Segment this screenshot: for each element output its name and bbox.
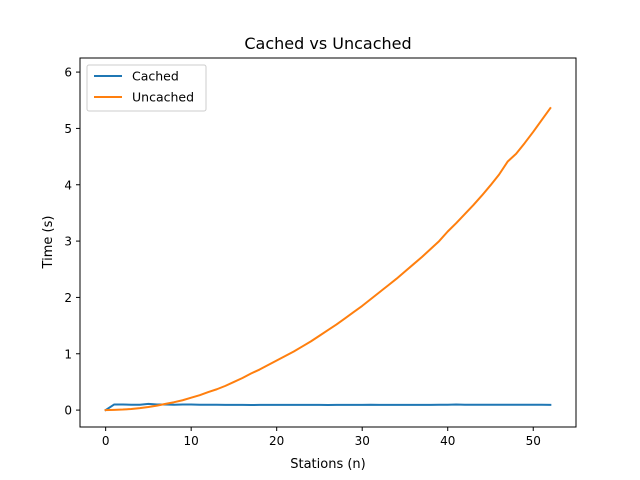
series-line-cached [104,402,552,412]
y-tick-label: 5 [64,122,72,136]
legend-label-uncached: Uncached [132,90,194,105]
x-tick-label: 50 [526,434,541,448]
y-tick-label: 0 [64,404,72,418]
x-tick-label: 0 [102,434,110,448]
plot-area [80,58,576,427]
x-axis-label: Stations (n) [290,457,366,472]
x-tick-label: 10 [184,434,199,448]
y-tick-label: 1 [64,347,72,361]
axes-frame [79,57,577,428]
x-axis-ticks: 0 10 20 30 40 50 [102,427,541,448]
series-line-uncached [104,106,552,412]
legend-label-cached: Cached [132,69,179,84]
y-axis-ticks: 0 1 2 3 4 5 6 [64,66,80,418]
y-tick-label: 3 [64,235,72,249]
series-layer [104,106,552,412]
y-tick-label: 2 [64,291,72,305]
legend: Cached Uncached [86,64,207,112]
y-axis-label: Time (s) [41,216,56,270]
y-tick-label: 6 [64,66,72,80]
y-tick-label: 4 [64,178,72,192]
x-tick-label: 20 [269,434,284,448]
chart-title: Cached vs Uncached [244,34,411,53]
x-tick-label: 30 [355,434,370,448]
x-tick-label: 40 [440,434,455,448]
